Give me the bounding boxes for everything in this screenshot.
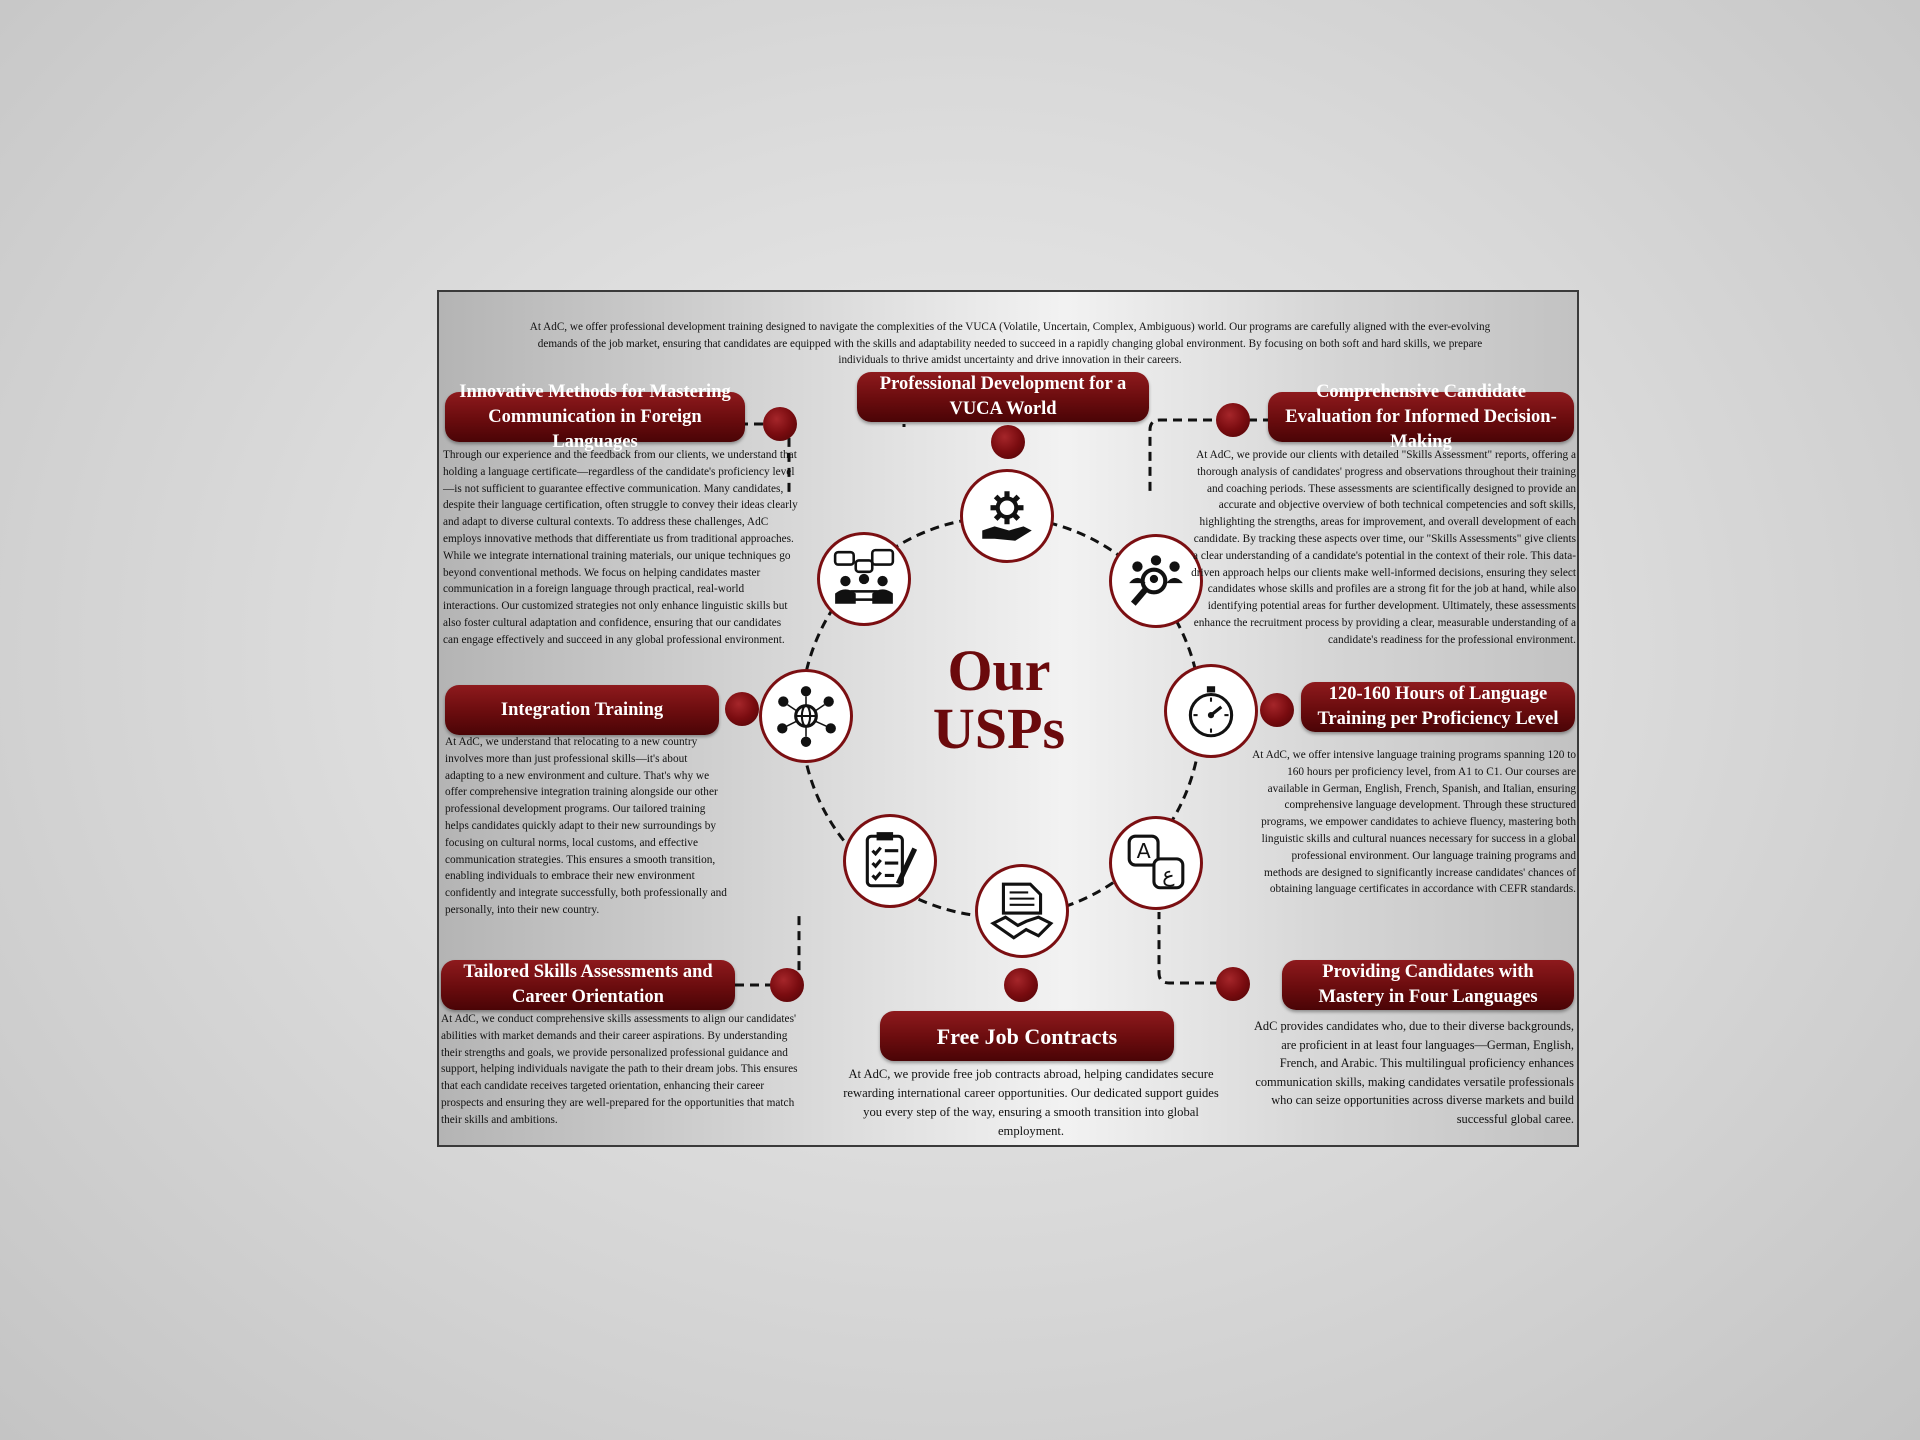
paragraph-evaluation: At AdC, we provide our clients with deta… bbox=[1191, 449, 1576, 646]
connector-dot-integration bbox=[725, 692, 759, 726]
svg-text:A: A bbox=[1137, 839, 1151, 863]
badge-languages: Innovative Methods for Mastering Communi… bbox=[445, 382, 745, 452]
connector-dot-evaluation bbox=[1216, 403, 1250, 437]
paragraph-languages: Through our experience and the feedback … bbox=[443, 449, 798, 646]
connector-evaluation bbox=[1148, 418, 1272, 492]
stopwatch-icon bbox=[1164, 664, 1258, 758]
center-title-line1: Our bbox=[947, 638, 1051, 703]
connector-dot-mastery bbox=[1216, 967, 1250, 1001]
global-network-icon bbox=[759, 669, 853, 763]
badge-contracts: Free Job Contracts bbox=[880, 1011, 1174, 1061]
connector-dot-languages bbox=[763, 407, 797, 441]
gear-hand-icon bbox=[960, 469, 1054, 563]
usp-poster: At AdC, we offer professional developmen… bbox=[437, 290, 1579, 1147]
badge-evaluation: Comprehensive Candidate Evaluation for I… bbox=[1268, 382, 1574, 452]
paragraph-assessments: At AdC, we conduct comprehensive skills … bbox=[441, 1013, 798, 1126]
connector-mastery bbox=[1157, 912, 1234, 985]
connector-dot-hours bbox=[1260, 693, 1294, 727]
paragraph-contracts: At AdC, we provide free job contracts ab… bbox=[843, 1067, 1219, 1138]
center-title-line2: USPs bbox=[932, 696, 1066, 761]
paragraph-mastery: AdC provides candidates who, due to thei… bbox=[1253, 1019, 1574, 1126]
center-title: Our USPs bbox=[839, 642, 1159, 758]
badge-assessments: Tailored Skills Assessments and Career O… bbox=[441, 960, 735, 1010]
badge-mastery: Providing Candidates with Mastery in Fou… bbox=[1282, 960, 1574, 1010]
paragraph-hours: At AdC, we offer intensive language trai… bbox=[1252, 749, 1576, 896]
svg-text:ع: ع bbox=[1162, 863, 1175, 887]
handshake-contract-icon bbox=[975, 864, 1069, 958]
badge-hours: 120-160 Hours of Language Training per P… bbox=[1301, 682, 1575, 732]
intro-paragraph: At AdC, we offer professional developmen… bbox=[529, 321, 1491, 366]
badge-vuca: Professional Development for a VUCA Worl… bbox=[857, 372, 1149, 422]
clipboard-checklist-icon bbox=[843, 814, 937, 908]
meeting-discussion-icon bbox=[817, 532, 911, 626]
connector-dot-assessments bbox=[770, 968, 804, 1002]
paragraph-integration: At AdC, we understand that relocating to… bbox=[445, 736, 727, 916]
candidate-search-icon bbox=[1109, 534, 1203, 628]
translation-icon: A ع bbox=[1109, 816, 1203, 910]
badge-integration: Integration Training bbox=[445, 685, 719, 735]
connector-dot-contracts bbox=[1004, 968, 1038, 1002]
connector-dot-vuca bbox=[991, 425, 1025, 459]
